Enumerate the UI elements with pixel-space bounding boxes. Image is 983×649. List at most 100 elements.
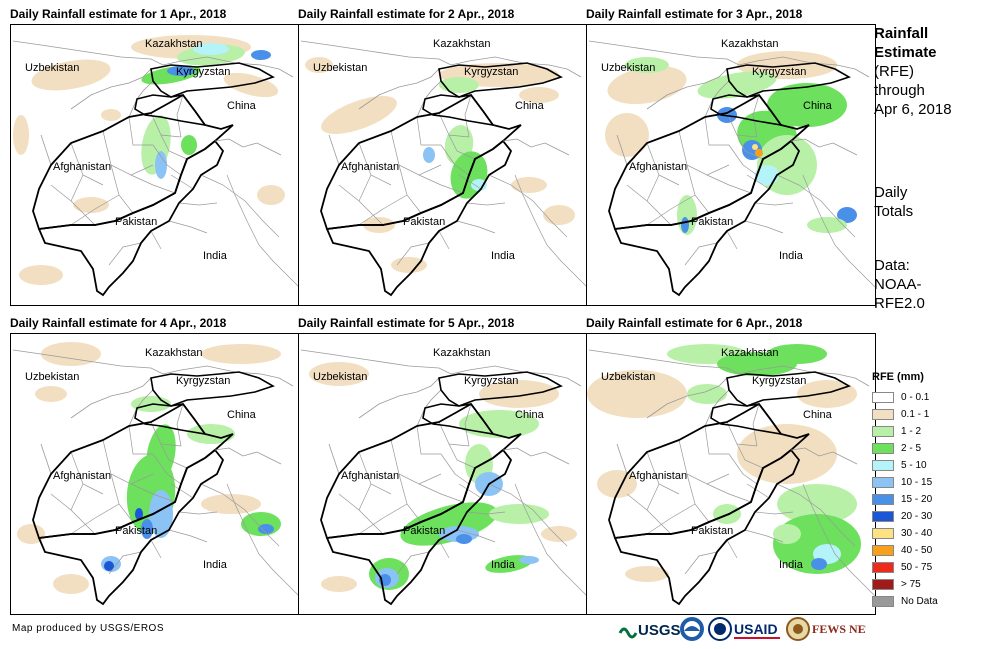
- place-label-afghanistan: Afghanistan: [629, 161, 688, 173]
- province-borders: [50, 94, 299, 288]
- place-label-kazakhstan: Kazakhstan: [145, 347, 203, 359]
- legend-label: 5 - 10: [901, 460, 927, 471]
- legend-swatch: [872, 511, 894, 522]
- usaid-text: USAID: [734, 621, 778, 637]
- map-frame: Kazakhstan Uzbekistan Kyrgyzstan China Afgha…: [298, 333, 588, 615]
- legend-label: 0.1 - 1: [901, 409, 930, 420]
- logo-strip: USGS USAID FEWS NET: [618, 615, 868, 645]
- province-borders: [338, 403, 587, 597]
- legend-row: No Data: [872, 593, 977, 610]
- place-label-china: China: [227, 409, 256, 421]
- usgs-text: USGS: [638, 622, 680, 639]
- place-label-india: India: [203, 559, 227, 571]
- fewsnet-text: FEWS NET: [812, 622, 866, 636]
- rainfall-map: [12, 342, 299, 606]
- legend-swatch: [872, 545, 894, 556]
- side-title-line: (RFE): [874, 63, 914, 80]
- legend-swatch: [872, 460, 894, 471]
- place-label-afghanistan: Afghanistan: [629, 470, 688, 482]
- legend-label: No Data: [901, 596, 938, 607]
- legend-row: 15 - 20: [872, 491, 977, 508]
- legend-row: 1 - 2: [872, 423, 977, 440]
- daily-totals-label: Daily Totals: [874, 183, 979, 221]
- place-label-kyrgyzstan: Kyrgyzstan: [464, 375, 519, 387]
- place-label-india: India: [491, 250, 515, 262]
- legend-label: 40 - 50: [901, 545, 933, 556]
- place-label-kyrgyzstan: Kyrgyzstan: [176, 375, 231, 387]
- legend-swatch: [872, 477, 894, 488]
- side-title: Rainfall Estimate (RFE) through Apr 6, 2…: [874, 24, 979, 119]
- rainfall-overlay: [605, 51, 857, 235]
- place-label-china: China: [227, 100, 256, 112]
- province-borders: [50, 403, 299, 597]
- place-label-pakistan: Pakistan: [691, 525, 734, 537]
- legend-swatch: [872, 409, 894, 420]
- data-line: Data:: [874, 257, 910, 274]
- legend-label: 1 - 2: [901, 426, 922, 437]
- legend-row: 40 - 50: [872, 542, 977, 559]
- legend-swatch: [872, 579, 894, 590]
- legend-row: 5 - 10: [872, 457, 977, 474]
- legend-swatch: [872, 392, 894, 403]
- rainfall-map: [300, 40, 587, 297]
- rfe-legend: RFE (mm) 0 - 0.1 0.1 - 1 1 - 2 2 - 5 5 - 10 1…: [872, 371, 977, 610]
- place-label-kazakhstan: Kazakhstan: [433, 38, 491, 50]
- place-label-afghanistan: Afghanistan: [341, 161, 400, 173]
- place-label-china: China: [515, 100, 544, 112]
- rainfall-overlay: [17, 342, 281, 594]
- legend-swatch: [872, 494, 894, 505]
- legend-row: 0 - 0.1: [872, 389, 977, 406]
- legend-label: 20 - 30: [901, 511, 933, 522]
- legend-row: > 75: [872, 576, 977, 593]
- legend-row: 20 - 30: [872, 508, 977, 525]
- daily-line: Totals: [874, 203, 914, 220]
- data-line: RFE2.0: [874, 295, 925, 312]
- place-label-kyrgyzstan: Kyrgyzstan: [176, 66, 231, 78]
- rainfall-map: [588, 40, 875, 297]
- legend-label: 15 - 20: [901, 494, 933, 505]
- legend-label: 2 - 5: [901, 443, 922, 454]
- panel-title: Daily Rainfall estimate for 6 Apr., 2018: [586, 316, 803, 330]
- panel-title: Daily Rainfall estimate for 4 Apr., 2018: [10, 316, 227, 330]
- side-title-line: Estimate: [874, 44, 937, 61]
- legend-row: 10 - 15: [872, 474, 977, 491]
- fewsnet-logo: FEWS NET: [786, 617, 866, 641]
- place-label-india: India: [491, 559, 515, 571]
- side-title-line: Apr 6, 2018: [874, 101, 952, 118]
- map-panel-apr-5: Daily Rainfall estimate for 5 Apr., 2018…: [298, 313, 588, 615]
- place-label-afghanistan: Afghanistan: [53, 470, 112, 482]
- place-label-pakistan: Pakistan: [403, 216, 446, 228]
- data-source-label: Data: NOAA- RFE2.0: [874, 256, 979, 313]
- map-panel-apr-4: Daily Rainfall estimate for 4 Apr., 2018…: [10, 313, 300, 615]
- legend-swatch: [872, 562, 894, 573]
- place-label-kazakhstan: Kazakhstan: [721, 347, 779, 359]
- province-borders: [626, 94, 875, 288]
- map-frame: Kazakhstan Uzbekistan Kyrgyzstan China Afgha…: [586, 24, 876, 306]
- legend-swatch: [872, 443, 894, 454]
- credit-text: Map produced by USGS/EROS: [12, 623, 165, 634]
- place-label-pakistan: Pakistan: [691, 216, 734, 228]
- place-label-india: India: [779, 250, 803, 262]
- province-borders: [338, 94, 587, 288]
- side-title-line: through: [874, 82, 925, 99]
- panel-title: Daily Rainfall estimate for 2 Apr., 2018: [298, 7, 515, 21]
- place-label-afghanistan: Afghanistan: [53, 161, 112, 173]
- legend-rows: 0 - 0.1 0.1 - 1 1 - 2 2 - 5 5 - 10 10 - 15 15 …: [872, 389, 977, 610]
- place-label-kyrgyzstan: Kyrgyzstan: [464, 66, 519, 78]
- place-label-uzbekistan: Uzbekistan: [601, 62, 656, 74]
- panel-title: Daily Rainfall estimate for 5 Apr., 2018: [298, 316, 515, 330]
- place-label-china: China: [803, 100, 832, 112]
- place-label-pakistan: Pakistan: [115, 216, 158, 228]
- place-label-uzbekistan: Uzbekistan: [25, 371, 80, 383]
- rainfall-map: [12, 35, 299, 297]
- place-label-china: China: [515, 409, 544, 421]
- place-label-kazakhstan: Kazakhstan: [145, 38, 203, 50]
- rainfall-map: [300, 349, 587, 606]
- place-label-india: India: [203, 250, 227, 262]
- legend-label: 30 - 40: [901, 528, 933, 539]
- province-borders: [626, 403, 875, 597]
- place-label-india: India: [779, 559, 803, 571]
- side-title-line: Rainfall: [874, 25, 929, 42]
- place-label-uzbekistan: Uzbekistan: [313, 62, 368, 74]
- map-panel-apr-2: Daily Rainfall estimate for 2 Apr., 2018…: [298, 4, 588, 306]
